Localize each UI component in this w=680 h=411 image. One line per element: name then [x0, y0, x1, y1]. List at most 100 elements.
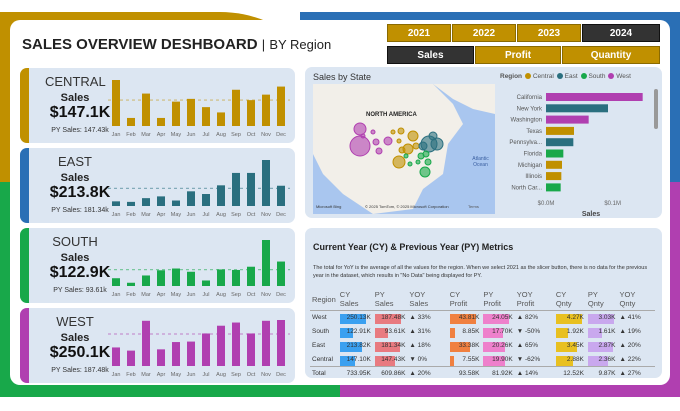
map-bubble[interactable] — [418, 141, 428, 151]
bar-jun[interactable] — [187, 341, 195, 366]
metric-button-sales[interactable]: Sales — [387, 46, 474, 64]
metric-button-quantity[interactable]: Quantity — [562, 46, 660, 64]
bar-may[interactable] — [172, 200, 180, 206]
bar-dec[interactable] — [277, 185, 285, 206]
bar-sep[interactable] — [232, 269, 240, 286]
map-bubble[interactable] — [407, 130, 419, 142]
bar-feb[interactable] — [127, 201, 135, 206]
column-header[interactable]: PY Profit — [481, 288, 515, 311]
bar-apr[interactable] — [157, 117, 165, 126]
state-bar[interactable] — [546, 93, 643, 101]
column-header[interactable]: PY Sales — [372, 288, 408, 311]
bar-apr[interactable] — [157, 349, 165, 366]
bar-aug[interactable] — [217, 269, 225, 286]
bar-feb[interactable] — [127, 282, 135, 286]
map-bubble[interactable] — [428, 131, 438, 141]
year-button-2023[interactable]: 2023 — [517, 24, 581, 42]
sales-map[interactable]: NORTH AMERICA Atlantic Ocean Microsoft B… — [313, 84, 495, 214]
bar-jun[interactable] — [187, 191, 195, 206]
map-bubble[interactable] — [407, 161, 413, 167]
bar-oct[interactable] — [247, 100, 255, 126]
map-bubble[interactable] — [396, 138, 402, 144]
bar-aug[interactable] — [217, 325, 225, 366]
map-bubble[interactable] — [392, 155, 406, 169]
bar-apr[interactable] — [157, 270, 165, 286]
bar-dec[interactable] — [277, 86, 285, 126]
bar-jul[interactable] — [202, 280, 210, 286]
column-header[interactable]: Region — [310, 288, 338, 311]
bar-nov[interactable] — [262, 320, 270, 366]
bar-mar[interactable] — [142, 275, 150, 286]
map-terms-link[interactable]: Terms — [468, 204, 479, 209]
map-bubble[interactable] — [353, 122, 367, 136]
bar-nov[interactable] — [262, 240, 270, 286]
bar-apr[interactable] — [157, 196, 165, 206]
bar-jun[interactable] — [187, 271, 195, 286]
year-button-2022[interactable]: 2022 — [452, 24, 516, 42]
state-bar[interactable] — [546, 115, 589, 124]
map-bubble[interactable] — [370, 129, 376, 135]
bar-mar[interactable] — [142, 320, 150, 366]
column-header[interactable]: CY Profit — [447, 288, 482, 311]
map-bubble[interactable] — [415, 159, 421, 165]
map-bubble[interactable] — [349, 135, 371, 157]
state-bar[interactable] — [546, 160, 562, 169]
bar-oct[interactable] — [247, 172, 255, 206]
state-bar[interactable] — [546, 138, 574, 147]
map-bubble[interactable] — [372, 138, 380, 146]
bar-nov[interactable] — [262, 160, 270, 206]
bar-may[interactable] — [172, 101, 180, 126]
map-bubble[interactable] — [403, 153, 409, 159]
map-bubble[interactable] — [375, 147, 383, 155]
bar-dec[interactable] — [277, 320, 285, 366]
bar-sep[interactable] — [232, 322, 240, 366]
legend-item-east[interactable]: East — [556, 73, 578, 80]
bar-jun[interactable] — [187, 98, 195, 126]
column-header[interactable]: PY Qnty — [585, 288, 618, 311]
chart-scrollbar[interactable] — [654, 89, 658, 129]
bar-may[interactable] — [172, 268, 180, 286]
bar-feb[interactable] — [127, 117, 135, 126]
map-bubble[interactable] — [390, 129, 396, 135]
map-bubble[interactable] — [402, 143, 414, 155]
bar-mar[interactable] — [142, 198, 150, 206]
bar-feb[interactable] — [127, 350, 135, 366]
bar-jan[interactable] — [112, 201, 120, 206]
metric-button-profit[interactable]: Profit — [475, 46, 561, 64]
bar-oct[interactable] — [247, 266, 255, 286]
state-bar[interactable] — [546, 104, 608, 113]
legend-item-central[interactable]: Central — [525, 73, 554, 80]
bar-aug[interactable] — [217, 112, 225, 126]
map-bubble[interactable] — [360, 133, 366, 139]
column-header[interactable]: CY Sales — [337, 288, 373, 311]
bar-may[interactable] — [172, 342, 180, 366]
bar-mar[interactable] — [142, 93, 150, 126]
map-bubble[interactable] — [419, 166, 431, 178]
map-bubble[interactable] — [424, 158, 432, 166]
column-header[interactable]: YOY Qnty — [617, 288, 655, 311]
state-bar[interactable] — [546, 149, 564, 158]
column-header[interactable]: CY Qnty — [553, 288, 586, 311]
bar-jan[interactable] — [112, 347, 120, 366]
year-button-2024[interactable]: 2024 — [582, 24, 660, 42]
bar-jan[interactable] — [112, 80, 120, 126]
bar-nov[interactable] — [262, 94, 270, 126]
bar-sep[interactable] — [232, 172, 240, 206]
legend-item-west[interactable]: West — [608, 73, 631, 80]
bar-jan[interactable] — [112, 278, 120, 286]
state-bar[interactable] — [546, 126, 574, 135]
map-bubble[interactable] — [412, 142, 420, 150]
bar-oct[interactable] — [247, 333, 255, 366]
bar-jul[interactable] — [202, 107, 210, 126]
map-bubble[interactable] — [383, 136, 393, 146]
column-header[interactable]: YOY Profit — [514, 288, 554, 311]
bar-aug[interactable] — [217, 185, 225, 206]
legend-item-south[interactable]: South — [580, 73, 605, 80]
bar-sep[interactable] — [232, 89, 240, 126]
state-bar[interactable] — [546, 183, 561, 192]
map-bubble[interactable] — [417, 152, 425, 160]
bar-dec[interactable] — [277, 261, 285, 286]
year-button-2021[interactable]: 2021 — [387, 24, 451, 42]
map-bubble[interactable] — [397, 127, 405, 135]
state-bar[interactable] — [546, 172, 562, 181]
